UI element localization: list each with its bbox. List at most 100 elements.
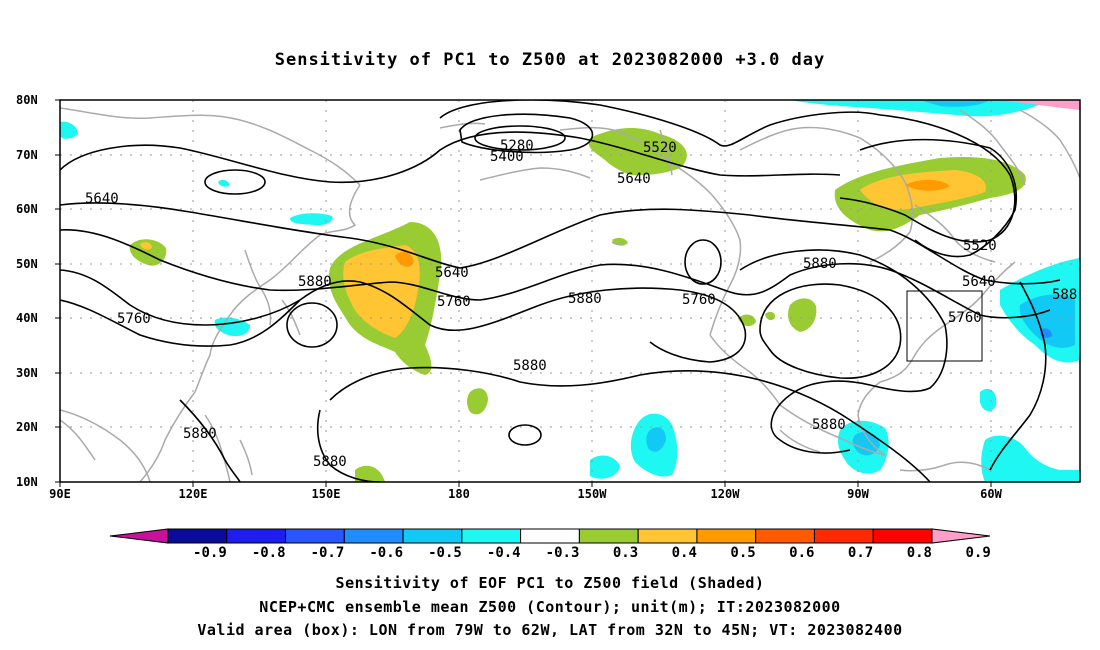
negative-region-tropical-pacific-core [646, 427, 666, 452]
contour-label: 5640 [435, 265, 469, 281]
contour-5760-south [60, 269, 301, 326]
z500-contours [60, 100, 1061, 482]
colorbar-cells [167, 528, 933, 544]
lon-label: 60W [980, 487, 1002, 501]
colorbar-labels: -0.9 -0.8 -0.7 -0.6 -0.5 -0.4 -0.3 0.3 0.4 0.5 0.6… [193, 545, 991, 561]
colorbar-cell [285, 528, 345, 544]
positive-region-alaska [588, 128, 687, 176]
colorbar-cell [813, 528, 874, 544]
lat-label: 60N [16, 202, 38, 216]
positive-region-west-pacific-max [395, 251, 414, 267]
contour-5880-main [60, 280, 747, 363]
colorbar-label: 0.3 [613, 545, 638, 561]
colorbar-cell [520, 528, 580, 544]
contour-label: 5760 [117, 311, 151, 327]
graticule [60, 100, 1080, 482]
lon-label: 120W [711, 487, 741, 501]
colorbar-cell [578, 528, 639, 544]
colorbar-label: -0.8 [252, 545, 286, 561]
lat-label: 50N [16, 257, 38, 271]
contour-5640-ring [859, 138, 1017, 258]
contour-small-asia [204, 169, 266, 195]
coastlines [60, 107, 1080, 482]
shaded-sensitivity [60, 100, 1080, 482]
colorbar-cell [872, 528, 933, 544]
longitude-axis: 90E 120E 150E 180 150W 120W 90W 60W [49, 482, 1003, 501]
contour-5880-outer [739, 249, 948, 454]
contour-label: 5400 [490, 149, 524, 165]
valid-area-box [906, 290, 983, 362]
contour-label: 5880 [812, 417, 846, 433]
lon-label: 90W [847, 487, 869, 501]
plot-frame [59, 99, 1081, 483]
contour-5880-sw2 [316, 409, 381, 482]
colorbar-cell [696, 528, 757, 544]
lon-label: 180 [448, 487, 470, 501]
colorbar-label: 0.9 [965, 545, 990, 561]
caption-line-2: NCEP+CMC ensemble mean Z500 (Contour); u… [259, 598, 841, 616]
contour-5640-north [60, 131, 841, 184]
caption-line-3: Valid area (box): LON from 79W to 62W, L… [197, 621, 903, 639]
negative-region-arctic-west [60, 121, 78, 139]
contour-5520-east [839, 114, 1016, 243]
contour-labels: 5280 5400 5520 5640 5640 5640 5640 5520 … [85, 138, 1077, 470]
contour-5880-high [759, 283, 902, 379]
positive-region-pacific [467, 388, 488, 415]
negative-region-kamchatka [290, 213, 333, 226]
colorbar-label: -0.7 [311, 545, 345, 561]
contour-5880-south [329, 366, 931, 482]
positive-region-west-pacific-core [343, 245, 420, 338]
contour-label: 5520 [963, 238, 997, 254]
lat-label: 10N [16, 475, 38, 489]
colorbar-label: 0.8 [907, 545, 932, 561]
colorbar-label: -0.3 [546, 545, 580, 561]
contour-label: 5760 [948, 310, 982, 326]
colorbar-arrow-left [109, 528, 169, 544]
negative-region-small-north [218, 179, 230, 187]
contour-5880-jp [286, 302, 338, 348]
contour-label: 5880 [298, 274, 332, 290]
colorbar-label: 0.4 [672, 545, 697, 561]
lat-label: 20N [16, 420, 38, 434]
negative-region-tropical-pacific2 [590, 455, 620, 479]
contour-label: 5880 [313, 454, 347, 470]
map-title: Sensitivity of PC1 to Z500 at 2023082000… [274, 50, 826, 70]
contour-5880-pacific [508, 424, 542, 446]
colorbar-cell [226, 528, 287, 544]
contour-label: 5640 [617, 171, 651, 187]
colorbar-cell [637, 528, 698, 544]
positive-region-asia-core [140, 242, 152, 250]
positive-region-central-us [788, 298, 817, 332]
colorbar-arrow-right [931, 528, 991, 544]
negative-region-caribbean-core [852, 431, 880, 456]
contour-label: 5760 [682, 292, 716, 308]
contour-label: 5880 [568, 291, 602, 307]
contour-label: 5640 [962, 274, 996, 290]
contour-5280 [474, 125, 566, 151]
colorbar-cell [461, 528, 522, 544]
contour-label: 5520 [643, 140, 677, 156]
contour-5880-southwest [179, 399, 241, 482]
colorbar-label: 0.5 [730, 545, 755, 561]
lat-label: 80N [16, 93, 38, 107]
lon-label: 90E [49, 487, 71, 501]
contour-5880-ak [684, 239, 722, 285]
colorbar-label: -0.6 [369, 545, 403, 561]
lat-label: 40N [16, 311, 38, 325]
colorbar-cell [402, 528, 463, 544]
latitude-axis: 80N 70N 60N 50N 40N 30N 20N 10N [16, 93, 60, 489]
colorbar: -0.9 -0.8 -0.7 -0.6 -0.5 -0.4 -0.3 0.3 0.4 0.5 0.6… [109, 528, 991, 561]
contour-label: 5280 [500, 138, 534, 154]
contour-5760 [60, 229, 1051, 319]
colorbar-label: -0.5 [428, 545, 462, 561]
colorbar-label: -0.4 [487, 545, 521, 561]
lon-label: 150E [312, 487, 341, 501]
negative-region-arctic-core [920, 100, 990, 107]
contour-5400 [459, 113, 594, 154]
lon-label: 120E [179, 487, 208, 501]
positive-region-east-canada-max [905, 179, 950, 191]
negative-region-tropical-atlantic [981, 435, 1080, 482]
colorbar-label: 0.7 [848, 545, 873, 561]
lat-label: 70N [16, 148, 38, 162]
